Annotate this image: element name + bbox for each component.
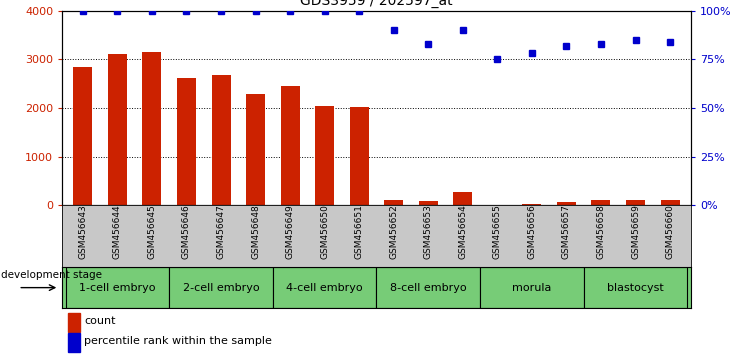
Bar — [626, 200, 645, 205]
Bar — [108, 55, 127, 205]
Text: percentile rank within the sample: percentile rank within the sample — [84, 336, 272, 346]
Bar — [211, 75, 230, 205]
Bar — [177, 78, 196, 205]
Bar — [349, 107, 368, 205]
Text: count: count — [84, 316, 115, 326]
Bar — [376, 267, 480, 308]
Bar — [73, 67, 92, 205]
Text: 8-cell embryo: 8-cell embryo — [390, 282, 466, 293]
Bar — [69, 313, 80, 332]
Bar — [557, 202, 576, 205]
Bar — [273, 267, 376, 308]
Text: development stage: development stage — [1, 270, 102, 280]
Bar — [480, 267, 584, 308]
Bar — [246, 95, 265, 205]
Text: 1-cell embryo: 1-cell embryo — [79, 282, 156, 293]
Bar — [315, 106, 334, 205]
Bar — [591, 200, 610, 205]
Bar — [661, 200, 680, 205]
Text: blastocyst: blastocyst — [607, 282, 664, 293]
Bar — [66, 267, 169, 308]
Bar — [453, 192, 472, 205]
Text: 2-cell embryo: 2-cell embryo — [183, 282, 260, 293]
Text: morula: morula — [512, 282, 552, 293]
Bar — [281, 86, 300, 205]
Bar — [69, 333, 80, 352]
Bar — [584, 267, 687, 308]
Text: 4-cell embryo: 4-cell embryo — [287, 282, 363, 293]
Bar — [523, 204, 542, 205]
Bar — [419, 201, 438, 205]
Title: GDS3959 / 202597_at: GDS3959 / 202597_at — [300, 0, 452, 8]
Bar — [385, 200, 404, 205]
Bar — [143, 52, 162, 205]
Bar — [169, 267, 273, 308]
